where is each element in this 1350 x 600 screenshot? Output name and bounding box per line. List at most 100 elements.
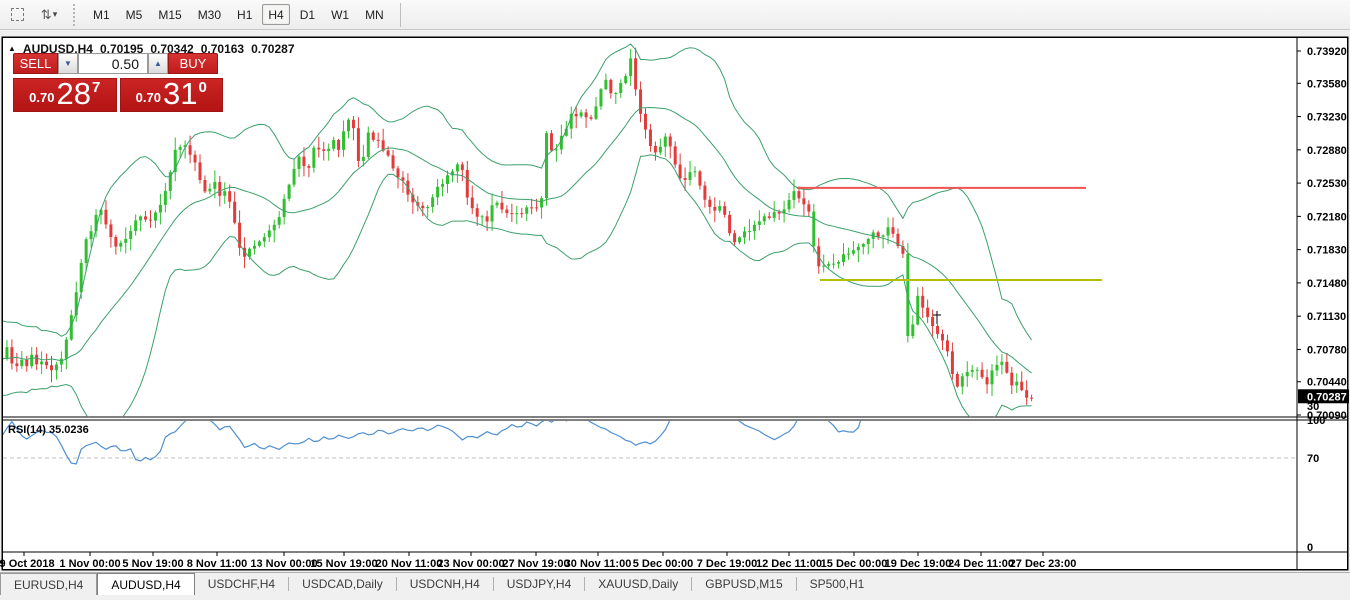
chart-tab-xauusd-daily[interactable]: XAUUSD,Daily xyxy=(598,577,679,591)
rsi-tick-label: 70 xyxy=(1307,453,1319,465)
tab-separator xyxy=(492,577,494,591)
high-value: 0.70342 xyxy=(150,42,194,56)
collapse-triangle-icon[interactable]: ▲ xyxy=(8,43,16,53)
bollinger-lower-band xyxy=(3,154,1032,417)
top-toolbar: ⇅ ▾ M1 M5 M15 M30 H1 H4 D1 W1 MN xyxy=(0,0,1350,30)
main-plot-area[interactable] xyxy=(1,43,1103,436)
sell-price-base: 0.70 xyxy=(29,90,55,105)
price-tick-label: 0.72880 xyxy=(1307,145,1347,157)
close-value: 0.70287 xyxy=(251,42,295,56)
tab-separator xyxy=(395,577,397,591)
time-tick-label: 13 Nov 00:00 xyxy=(250,558,317,570)
buy-price-base: 0.70 xyxy=(135,90,161,105)
time-tick-label: 15 Dec 00:00 xyxy=(821,558,888,570)
one-click-trade-panel: SELL ▼ 0.50 ▲ BUY 0.70 28 7 0.70 31 0 xyxy=(13,53,223,112)
sell-button[interactable]: SELL xyxy=(13,53,58,74)
time-tick-label: 7 Dec 19:00 xyxy=(697,558,758,570)
rsi-indicator-label: RSI(14) 35.0236 xyxy=(8,424,89,436)
chart-tab-eurusd-h4[interactable]: EURUSD,H4 xyxy=(0,573,98,595)
rsi-plot-area[interactable] xyxy=(2,402,1296,465)
time-tick-label: 27 Nov 19:00 xyxy=(502,558,569,570)
time-tick-label: 8 Nov 11:00 xyxy=(187,558,248,570)
tab-separator xyxy=(288,577,290,591)
chart-tab-audusd-h4[interactable]: AUDUSD,H4 xyxy=(97,573,195,595)
chart-tab-usdcnh-h4[interactable]: USDCNH,H4 xyxy=(409,577,480,591)
price-tick-label: 0.71130 xyxy=(1307,311,1346,323)
rsi-tick-label: 30 xyxy=(1307,401,1319,413)
timeframe-button-m30[interactable]: M30 xyxy=(197,7,222,22)
rsi-tick-label: 100 xyxy=(1307,415,1325,427)
timeframe-button-h1[interactable]: H1 xyxy=(237,7,253,22)
tab-separator xyxy=(691,577,693,591)
volume-increase-button[interactable]: ▲ xyxy=(148,53,168,74)
time-tick-label: 29 Oct 2018 xyxy=(0,558,55,570)
time-tick-label: 23 Nov 00:00 xyxy=(437,558,504,570)
price-tick-label: 0.73920 xyxy=(1307,46,1347,58)
price-tick-label: 0.70090 xyxy=(1307,410,1347,422)
chart-window xyxy=(2,37,1348,570)
timeframe-bar: M1 M5 M15 M30 H1 H4 D1 W1 MN xyxy=(85,4,392,25)
price-tick-label: 0.72530 xyxy=(1307,178,1347,190)
price-tick-label: 0.70780 xyxy=(1307,344,1347,356)
sell-price-display[interactable]: 0.70 28 7 xyxy=(13,78,117,112)
chart-tab-usdcad-daily[interactable]: USDCAD,Daily xyxy=(302,577,383,591)
rsi-line xyxy=(3,421,862,465)
chart-tab-usdchf-h4[interactable]: USDCHF,H4 xyxy=(207,577,276,591)
volume-decrease-button[interactable]: ▼ xyxy=(58,53,78,74)
time-tick-label: 27 Dec 23:00 xyxy=(1010,558,1077,570)
price-tick-label: 0.71480 xyxy=(1307,278,1347,290)
volume-input[interactable]: 0.50 xyxy=(78,53,148,74)
chart-tab-gbpusd-m15[interactable]: GBPUSD,M15 xyxy=(705,577,783,591)
status-strip xyxy=(0,595,1350,600)
bollinger-upper-band xyxy=(3,43,1033,341)
chart-tab-usdjpy-h4[interactable]: USDJPY,H4 xyxy=(506,577,572,591)
chart-header: ▲ AUDUSD,H4 0.70195 0.70342 0.70163 0.70… xyxy=(8,42,295,56)
rsi-tick-label: 0 xyxy=(1307,542,1313,554)
buy-price-display[interactable]: 0.70 31 0 xyxy=(119,76,223,112)
time-tick-label: 1 Nov 00:00 xyxy=(59,558,120,570)
low-value: 0.70163 xyxy=(200,42,245,56)
price-tick-label: 0.71830 xyxy=(1307,245,1347,257)
tab-separator xyxy=(795,577,797,591)
time-tick-label: 12 Dec 11:00 xyxy=(756,558,822,570)
price-tick-label: 0.70440 xyxy=(1307,377,1347,389)
timeframe-button-h4[interactable]: H4 xyxy=(262,4,290,25)
bollinger-middle-band xyxy=(3,106,1032,374)
timeframe-button-w1[interactable]: W1 xyxy=(331,7,350,22)
time-tick-label: 30 Nov 11:00 xyxy=(565,558,632,570)
chevron-down-icon[interactable]: ▾ xyxy=(52,9,58,19)
time-tick-label: 19 Dec 19:00 xyxy=(885,558,952,570)
time-tick-label: 5 Dec 00:00 xyxy=(633,558,694,570)
chart-tab-bar: EURUSD,H4 AUDUSD,H4 USDCHF,H4 USDCAD,Daily U… xyxy=(0,572,1350,595)
swap-arrows-icon[interactable]: ⇅ ▾ xyxy=(40,6,58,22)
tab-separator xyxy=(584,577,586,591)
chart-window-border xyxy=(1,36,1349,571)
open-value: 0.70195 xyxy=(99,42,144,56)
time-tick-label: 5 Nov 19:00 xyxy=(122,558,183,570)
buy-button[interactable]: BUY xyxy=(168,53,218,74)
timeframe-button-m1[interactable]: M1 xyxy=(93,7,110,22)
current-price-badge xyxy=(1298,389,1349,404)
current-price-label: 0.70287 xyxy=(1307,391,1347,403)
time-tick-label: 24 Dec 11:00 xyxy=(948,558,1014,570)
buy-price-sup: 0 xyxy=(198,79,207,96)
sell-price-sup: 7 xyxy=(91,79,101,96)
buy-price-big: 31 xyxy=(162,76,198,111)
symbol-label: AUDUSD,H4 xyxy=(22,42,93,56)
sell-price-big: 28 xyxy=(56,76,91,111)
chart-tab-sp500-h1[interactable]: SP500,H1 xyxy=(809,577,865,591)
price-tick-label: 0.73230 xyxy=(1307,112,1347,124)
price-tick-label: 0.72180 xyxy=(1307,211,1347,223)
toolbar-grip xyxy=(73,3,78,26)
selection-tool-icon[interactable] xyxy=(6,5,28,25)
price-tick-label: 0.73580 xyxy=(1307,78,1347,90)
time-tick-label: 15 Nov 19:00 xyxy=(310,558,377,570)
timeframe-button-m15[interactable]: M15 xyxy=(158,7,182,22)
timeframe-button-d1[interactable]: D1 xyxy=(299,7,316,22)
timeframe-button-mn[interactable]: MN xyxy=(365,7,384,22)
timeframe-button-m5[interactable]: M5 xyxy=(125,7,143,22)
time-tick-label: 20 Nov 11:00 xyxy=(376,558,443,570)
toolbar-separator xyxy=(399,2,401,27)
